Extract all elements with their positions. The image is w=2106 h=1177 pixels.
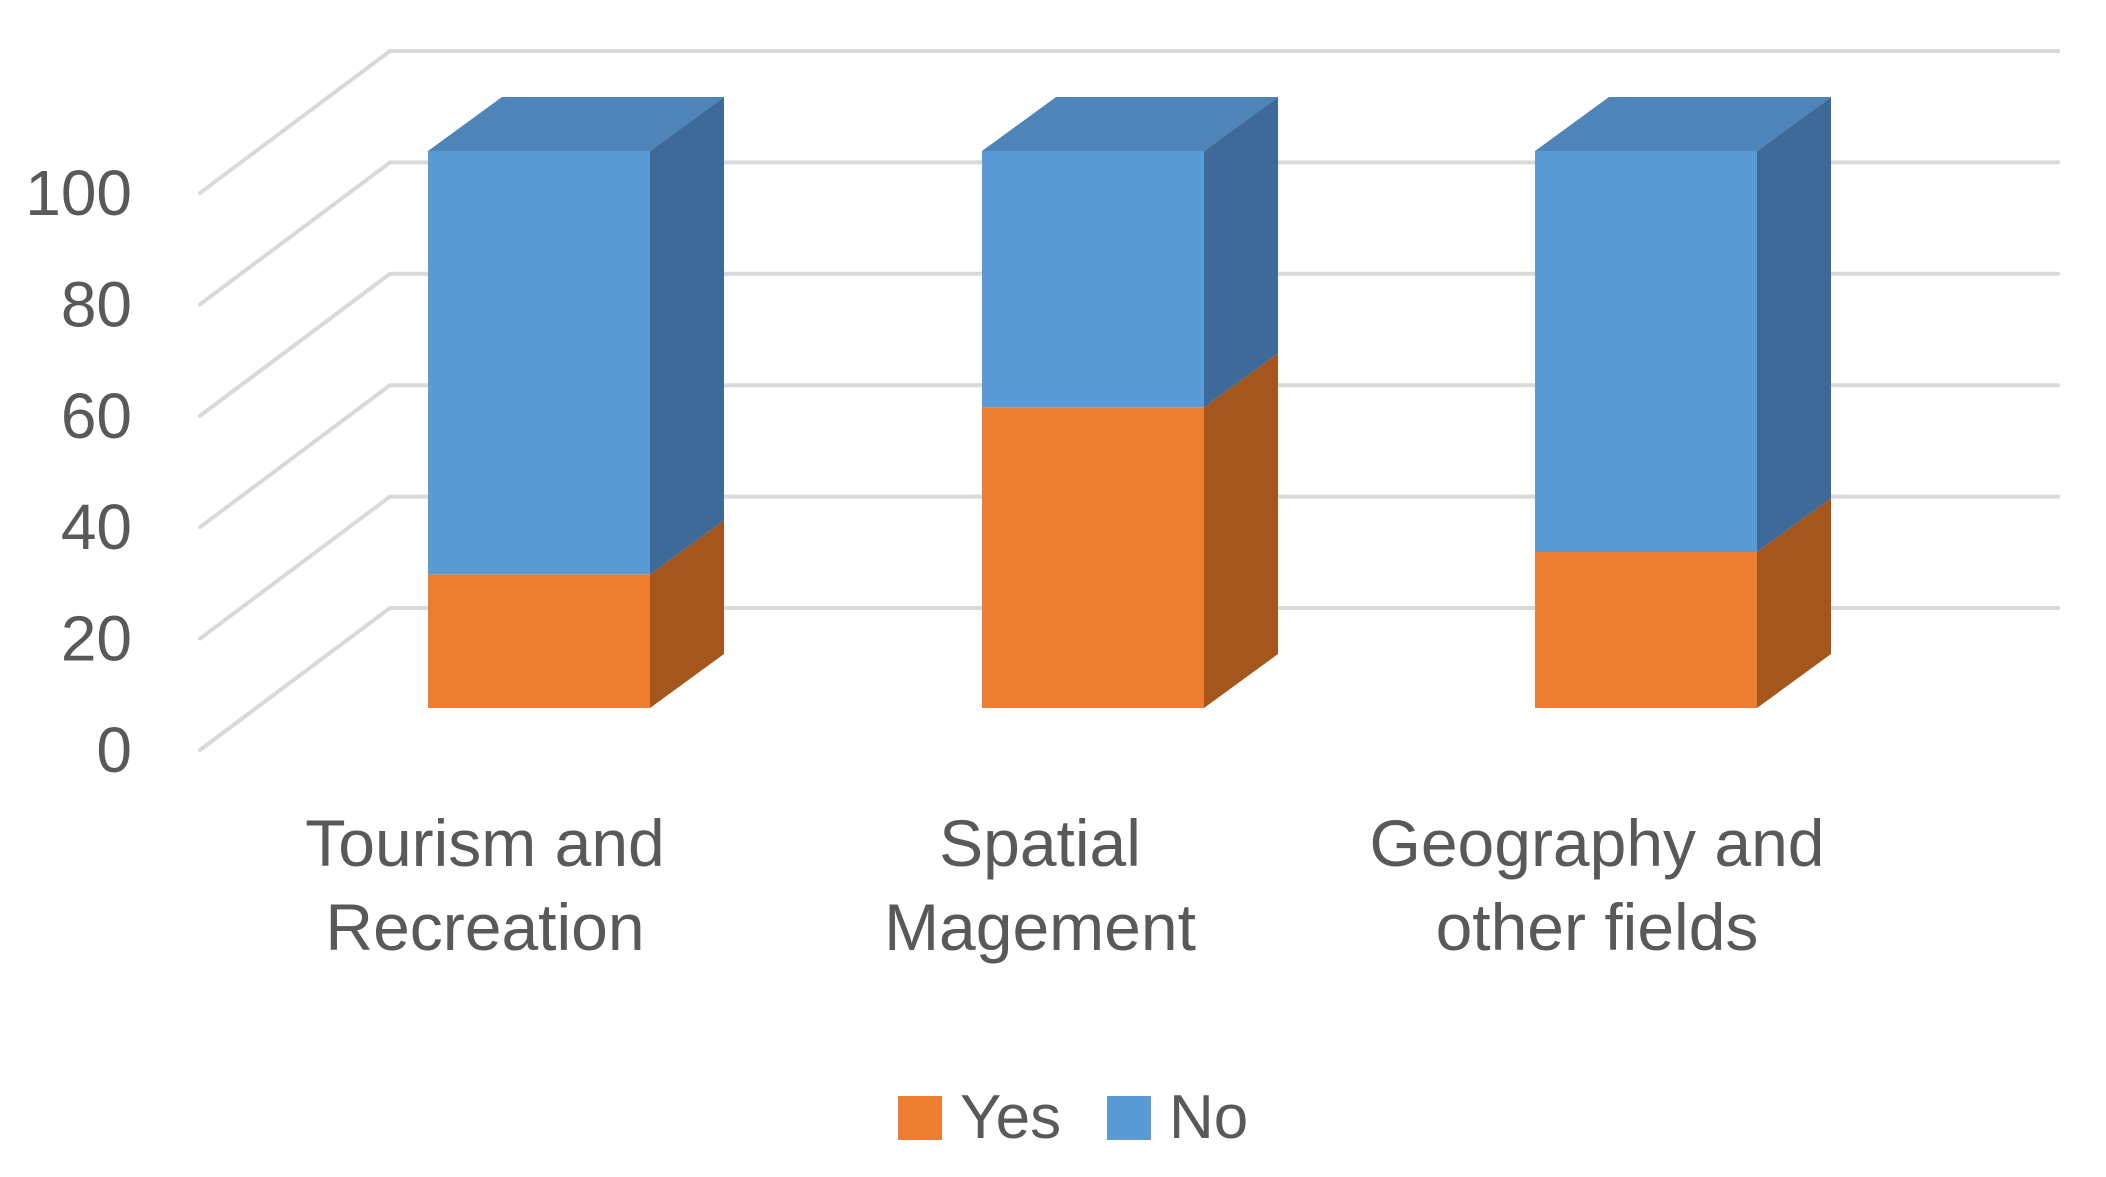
no-segment-side <box>1204 97 1278 408</box>
no-segment-front <box>428 151 650 575</box>
y-axis-tick-label: 60 <box>61 380 132 452</box>
no-segment-side <box>650 97 724 575</box>
no-segment-front <box>1535 151 1757 553</box>
legend-label-no: No <box>1169 1083 1249 1152</box>
y-axis-tick-label: 80 <box>61 268 132 340</box>
no-segment-side <box>1757 97 1831 553</box>
gridlines <box>198 49 2060 752</box>
bar-2 <box>982 97 1278 708</box>
yes-segment-front <box>982 407 1204 708</box>
yes-segment-side <box>1757 498 1831 708</box>
no-segment-top <box>1535 97 1831 151</box>
legend-item-no: No <box>1107 1083 1249 1152</box>
y-axis-tick-label: 40 <box>61 491 132 563</box>
legend-label-yes: Yes <box>960 1083 1062 1152</box>
gridline <box>198 271 2060 418</box>
yes-segment-side <box>650 520 724 708</box>
y-axis-tick-labels: 0 20 40 60 80 100 <box>25 157 132 786</box>
yes-segment-front <box>1535 552 1757 708</box>
legend-item-yes: Yes <box>898 1083 1062 1152</box>
no-segment-top <box>428 97 724 151</box>
no-segment-front <box>982 151 1204 408</box>
gridline <box>198 383 2060 530</box>
gridline <box>198 494 2060 641</box>
gridline <box>198 160 2060 307</box>
yes-color-swatch <box>898 1096 942 1140</box>
gridline <box>198 49 2060 195</box>
category-label: Spatial Magement <box>884 806 1196 964</box>
no-color-swatch <box>1107 1096 1151 1140</box>
y-axis-tick-label: 0 <box>96 714 132 786</box>
no-segment-top <box>982 97 1278 151</box>
category-labels: Tourism and Recreation Spatial Magement Geog… <box>305 806 1824 964</box>
yes-segment-front <box>428 574 650 708</box>
y-axis-tick-label: 100 <box>25 157 132 229</box>
bars <box>428 97 1831 708</box>
bar-3 <box>1535 97 1831 708</box>
y-axis-tick-label: 20 <box>61 603 132 675</box>
category-label: Tourism and Recreation <box>305 806 665 964</box>
category-label: Geography and other fields <box>1369 806 1824 964</box>
yes-segment-side <box>1204 353 1278 708</box>
gridline <box>198 606 2060 752</box>
bar-1 <box>428 97 724 708</box>
